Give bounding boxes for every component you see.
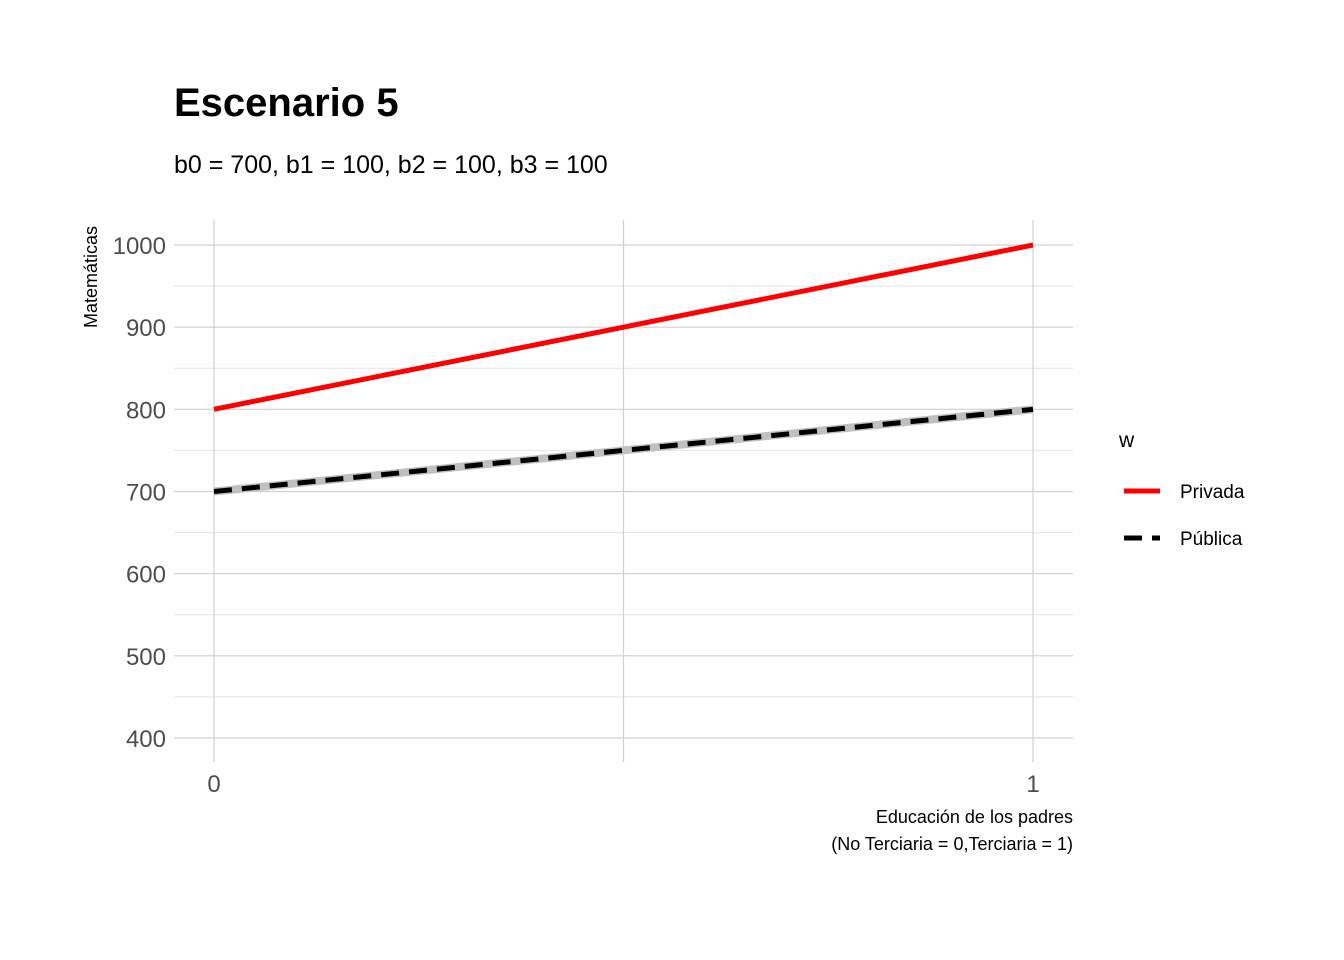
y-tick-label: 700 xyxy=(126,480,166,507)
x-axis-title-line-2: (No Terciaria = 0,Terciaria = 1) xyxy=(831,834,1073,854)
y-tick-label: 900 xyxy=(126,315,166,342)
legend-label: Pública xyxy=(1180,529,1243,550)
legend-title: w xyxy=(1118,429,1135,452)
plot-series xyxy=(213,242,1034,496)
series-line xyxy=(213,406,1034,494)
series-line xyxy=(213,242,1034,412)
y-axis-ticks: 400 500 600 700 800 900 1000 xyxy=(113,233,166,753)
x-tick-label: 0 xyxy=(207,771,220,798)
chart-subtitle: b0 = 700, b1 = 100, b2 = 100, b3 = 100 xyxy=(174,151,608,179)
x-axis-title-line-1: Educación de los padres xyxy=(876,807,1073,827)
y-tick-label: 1000 xyxy=(113,233,166,260)
y-tick-label: 400 xyxy=(126,726,166,753)
y-tick-label: 600 xyxy=(126,562,166,589)
y-tick-label: 800 xyxy=(126,397,166,424)
legend-label: Privada xyxy=(1180,482,1245,503)
y-tick-label: 500 xyxy=(126,644,166,671)
chart-title: Escenario 5 xyxy=(174,81,399,125)
y-axis-title: Matemáticas xyxy=(81,226,101,328)
legend: w Privada Pública xyxy=(1118,429,1245,550)
x-tick-label: 1 xyxy=(1026,771,1039,798)
plot-grid xyxy=(174,220,1073,762)
